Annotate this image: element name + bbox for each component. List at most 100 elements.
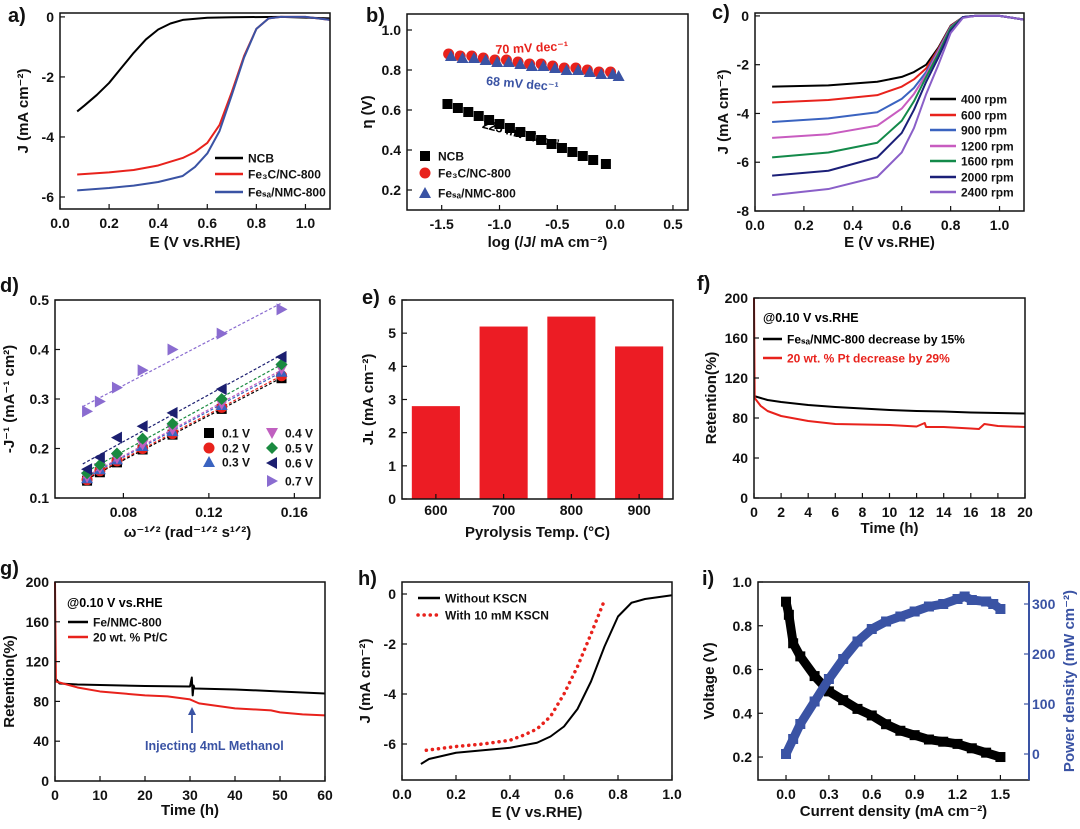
- series-s0-point: [881, 719, 892, 730]
- legend-label: 0.7 V: [285, 475, 313, 489]
- legend-label: 2000 rpm: [961, 171, 1014, 185]
- y-tick-label: 1.0: [733, 574, 753, 590]
- panel-label: i): [702, 568, 714, 590]
- series-s0-point: [809, 671, 820, 682]
- series-NCB-line: [76, 15, 331, 113]
- series-0.7-V-point: [167, 343, 179, 356]
- series-0.6-V-point: [81, 463, 93, 476]
- y-tick-label: 1.0: [382, 22, 402, 38]
- y-tick-label: -4: [384, 686, 397, 702]
- series-Feₛₐ/NMC-800-point: [479, 54, 492, 65]
- x-axis-label: ω⁻¹ᐟ² (rad⁻¹ᐟ² s¹ᐟ²): [124, 524, 252, 541]
- series-s1-point: [852, 636, 863, 647]
- legend-item: 20 wt. % Pt/C: [68, 631, 168, 645]
- legend-item: 0.6 V: [266, 457, 313, 471]
- series-0.6-V-point: [93, 451, 105, 464]
- series-0.5-V-point: [110, 447, 123, 460]
- bar-700: [479, 326, 528, 499]
- annotation: 68 mV dec⁻¹: [486, 74, 560, 94]
- series-s1-point: [995, 604, 1006, 614]
- plot-area: [81, 302, 288, 486]
- legend-marker: [420, 151, 430, 161]
- series-NCB-point: [546, 139, 557, 149]
- x-tick-label: 16: [963, 504, 979, 520]
- x-tick-label: 30: [182, 787, 198, 803]
- legend-item: 400 rpm: [930, 93, 1007, 107]
- series-s0-point: [909, 730, 920, 741]
- x-tick-label: 0.08: [110, 504, 137, 520]
- legend-item: Feₛₐ/NMC-800: [215, 186, 326, 200]
- panel-i: 0.0 0.3 0.6 0.9 1.2 1.5 0.2 0.4 0.6 0.8 1.0 0 100 200…: [701, 568, 1078, 820]
- y-tick-label: 0.3: [30, 391, 50, 407]
- series-s1-point: [866, 624, 877, 634]
- series-NCB-point: [463, 107, 474, 117]
- legend: NCB Fe₃C/NC-800 Feₛₐ/NMC-800: [215, 152, 326, 200]
- x-axis-label: Pyrolysis Temp. (°C): [465, 524, 610, 541]
- panel-label: e): [362, 287, 380, 309]
- y-tick-label: 80: [33, 693, 49, 709]
- legend-item: Fe₃C/NC-800: [215, 168, 321, 182]
- y-tick-label: 40: [732, 450, 748, 466]
- y-tick-label: 2: [388, 425, 396, 441]
- series-s1-point: [795, 719, 806, 729]
- series-Feₛₐ/NMC-800-point: [456, 52, 469, 63]
- y2-tick-label: 200: [1032, 646, 1056, 662]
- legend-marker: [266, 457, 277, 469]
- legend-item: Fe₃C/NC-800: [419, 167, 511, 181]
- plot-frame: [401, 581, 673, 781]
- x-axis-label: log (/J/ mA cm⁻²): [488, 234, 608, 251]
- y2-axis-label: Power density (mW cm⁻²): [1061, 590, 1078, 772]
- series-s1-point: [938, 599, 949, 609]
- x-tick-label: -0.5: [545, 216, 569, 232]
- series-0.6-V-point: [166, 406, 178, 419]
- x-tick-label: 0.9: [905, 786, 925, 802]
- legend-marker: [266, 442, 278, 454]
- panel-h: 0.0 0.2 0.4 0.6 0.8 1.0 -6 -4 -2 0 E (V vs.RHE) J (…: [357, 568, 682, 821]
- series-NCB-point: [473, 111, 484, 121]
- series-Feₛₐ/NMC-800-point: [525, 60, 538, 71]
- plot-frame: [406, 13, 689, 211]
- series-Feₛₐ/NMC-800-point: [491, 56, 504, 67]
- y-tick-label: 0: [41, 773, 49, 789]
- series-Fe/NMC-800-line: [55, 676, 326, 697]
- x-tick-label: 14: [936, 504, 952, 520]
- x-tick-label: 60: [317, 787, 333, 803]
- y-tick-label: -2: [737, 57, 750, 73]
- legend-item: Without KSCN: [418, 592, 527, 606]
- x-tick-label: 1.0: [296, 215, 316, 231]
- plot-frame: [54, 299, 321, 499]
- y-tick-label: 200: [26, 574, 50, 590]
- panel-e: 600 700 800 900 0 1 2 3 4 5 6 Pyrolysis Temp. (°C) J…: [360, 287, 674, 541]
- x-tick-label: 20: [1017, 504, 1033, 520]
- y-tick-label: 0.1: [30, 490, 50, 506]
- series-NCB-point: [484, 115, 495, 125]
- legend-item: With 10 mM KSCN: [416, 609, 549, 623]
- series-Feₛₐ/NMC-800-point: [583, 66, 596, 77]
- legend-item: 0.5 V: [266, 442, 313, 456]
- series-s0-point: [981, 747, 992, 758]
- plot-area: [781, 591, 1006, 763]
- series-Feₛₐ/NMC-800-decrease-by-15%-line: [753, 395, 1026, 415]
- y-tick-label: 0.4: [733, 705, 753, 721]
- x-tick-label: 0.8: [247, 215, 267, 231]
- panel-label: h): [358, 568, 377, 590]
- panel-label: c): [712, 2, 730, 24]
- series-s0-point: [895, 725, 906, 736]
- series-Feₛₐ/NMC-800-line: [77, 15, 331, 192]
- legend-label: 0.2 V: [222, 442, 250, 456]
- x-tick-label: 1.0: [990, 217, 1010, 233]
- annotation: 70 mV dec⁻¹: [495, 39, 568, 57]
- y-tick-label: 4: [388, 358, 396, 374]
- legend-item: Feₛₐ/NMC-800 decrease by 15%: [763, 333, 965, 347]
- series-s1-point: [959, 591, 970, 602]
- y-tick-label: 1: [388, 458, 396, 474]
- series-s1-point: [823, 674, 834, 684]
- plot-area: [753, 297, 1026, 430]
- y-tick-label: 0: [388, 491, 396, 507]
- panel-c: 0.0 0.2 0.4 0.6 0.8 1.0 -8 -6 -4 -2 0 E (V vs.RHE) J…: [712, 2, 1025, 251]
- legend-item: 1600 rpm: [930, 155, 1014, 169]
- legend-label: 600 rpm: [961, 109, 1007, 123]
- y-tick-label: 0.6: [382, 102, 402, 118]
- series-s0-point: [923, 734, 934, 745]
